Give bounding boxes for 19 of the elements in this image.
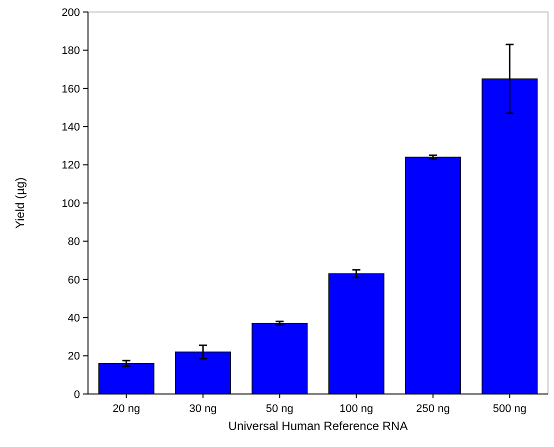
x-tick-label: 100 ng (340, 403, 374, 415)
y-tick-label: 0 (74, 388, 80, 401)
x-tick-label: 250 ng (416, 403, 450, 415)
y-axis-title: Yield (µg) (13, 177, 27, 229)
x-tick-label: 20 ng (112, 403, 140, 415)
y-tick-label: 120 (62, 160, 80, 172)
y-tick-label: 80 (68, 236, 80, 248)
x-tick-label: 30 ng (189, 403, 217, 415)
y-tick-label: 160 (62, 83, 80, 96)
y-tick-label: 60 (68, 274, 80, 286)
x-tick-label: 500 ng (492, 403, 526, 415)
x-tick-label: 50 ng (266, 403, 294, 415)
x-axis-title: Universal Human Reference RNA (228, 419, 408, 433)
y-tick-label: 200 (62, 6, 80, 19)
y-tick-label: 180 (62, 45, 80, 58)
y-tick-label: 40 (68, 312, 80, 324)
y-tick-label: 140 (62, 121, 80, 134)
y-tick-label: 20 (68, 350, 80, 363)
y-tick-label: 100 (62, 198, 80, 210)
